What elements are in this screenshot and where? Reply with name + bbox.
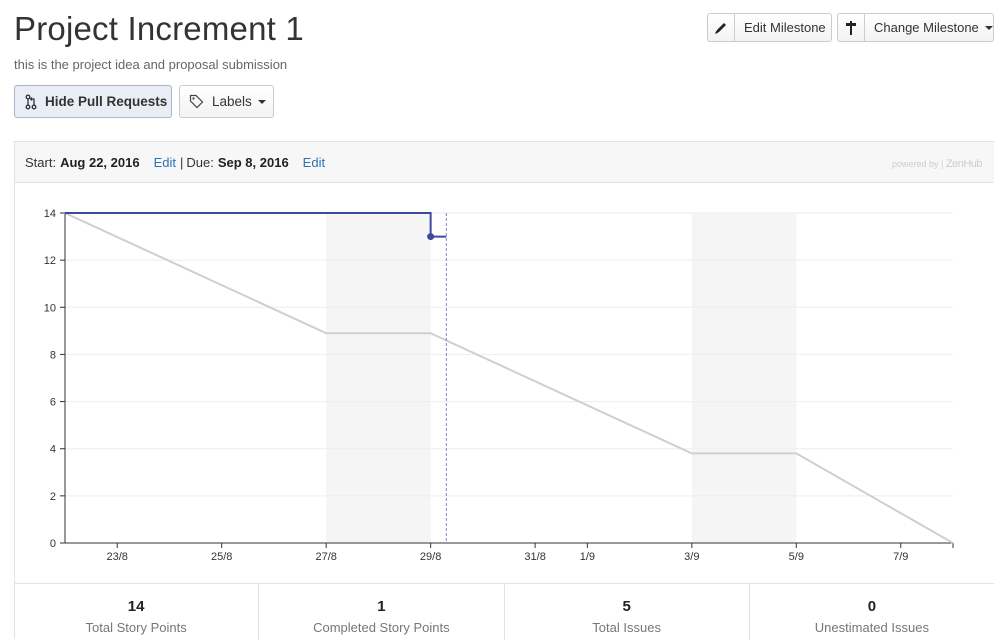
burndown-chart: 0 2 4 6 8 10 12 14 23/8 25/8 27/8 29/8 31/8 1/9 3/9 5/9… — [44, 208, 954, 563]
stat-value: 5 — [622, 598, 631, 615]
change-milestone-button[interactable]: Change Milestone — [837, 13, 994, 42]
stat-total-issues: 5 Total Issues — [505, 584, 750, 640]
zenhub-logo: ZenHub — [945, 158, 983, 170]
tag-icon — [189, 94, 204, 109]
y-tick-label: 12 — [44, 255, 56, 267]
x-tick-label: 31/8 — [524, 551, 545, 563]
x-tick-label: 29/8 — [420, 551, 441, 563]
start-date: Aug 22, 2016 — [60, 154, 140, 170]
stat-label: Total Story Points — [85, 620, 187, 635]
signpost-icon — [838, 14, 865, 41]
y-tick-label: 14 — [44, 208, 56, 220]
pull-request-icon — [25, 94, 37, 110]
stat-total-story-points: 14 Total Story Points — [14, 584, 260, 640]
burndown-panel: Start: Aug 22, 2016 Edit | Due: Sep 8, 2… — [14, 141, 994, 639]
x-tick-label: 23/8 — [107, 551, 128, 563]
powered-by-zenhub[interactable]: powered by | ZenHub — [891, 158, 983, 170]
edit-due-date-link[interactable]: Edit — [302, 154, 326, 170]
stat-unestimated-issues: 0 Unestimated Issues — [750, 584, 994, 640]
weekend-band — [691, 213, 797, 543]
stat-label: Unestimated Issues — [814, 620, 929, 635]
chevron-down-icon — [984, 25, 993, 30]
start-label: Start: — [25, 154, 57, 170]
weekend-band — [326, 213, 431, 543]
change-milestone-label: Change Milestone — [874, 20, 979, 35]
due-date: Sep 8, 2016 — [217, 154, 289, 170]
stat-completed-story-points: 1 Completed Story Points — [259, 584, 505, 640]
x-tick-label: 25/8 — [211, 551, 232, 563]
ideal-burndown-line — [64, 212, 954, 544]
stat-value: 1 — [377, 598, 386, 615]
y-tick-label: 2 — [50, 491, 56, 503]
y-tick-label: 10 — [44, 302, 56, 314]
labels-label: Labels — [212, 94, 252, 109]
hide-pull-requests-button[interactable]: Hide Pull Requests — [14, 85, 172, 118]
y-tick-label: 4 — [50, 444, 56, 456]
edit-start-date-link[interactable]: Edit — [153, 154, 176, 170]
x-tick-label: 7/9 — [893, 551, 908, 563]
milestone-description: this is the project idea and proposal su… — [14, 57, 288, 72]
chevron-down-icon — [257, 99, 266, 104]
x-tick-label: 1/9 — [580, 551, 595, 563]
powered-by-text: powered by — [891, 159, 939, 169]
completion-point — [427, 233, 435, 241]
due-label: Due: — [186, 154, 214, 170]
stat-label: Completed Story Points — [313, 620, 450, 635]
hide-pull-requests-label: Hide Pull Requests — [45, 94, 168, 109]
labels-dropdown[interactable]: Labels — [179, 85, 274, 118]
stat-label: Total Issues — [592, 620, 661, 635]
y-tick-label: 0 — [50, 538, 56, 550]
edit-milestone-button[interactable]: Edit Milestone — [707, 13, 832, 42]
y-tick-label: 6 — [50, 397, 56, 409]
x-tick-label: 3/9 — [684, 551, 699, 563]
page-title: Project Increment 1 — [14, 10, 304, 47]
x-tick-label: 27/8 — [315, 551, 336, 563]
stat-value: 0 — [867, 598, 877, 615]
x-tick-label: 5/9 — [789, 551, 804, 563]
remaining-work-line — [65, 212, 447, 238]
milestone-dates-bar: Start: Aug 22, 2016 Edit | Due: Sep 8, 2… — [15, 142, 994, 183]
pencil-icon — [708, 14, 735, 41]
edit-milestone-label: Edit Milestone — [744, 20, 826, 35]
y-tick-label: 8 — [50, 349, 56, 361]
stat-value: 14 — [127, 598, 145, 615]
milestone-stats: 14 Total Story Points 1 Completed Story … — [14, 583, 994, 640]
date-separator: | — [179, 154, 184, 170]
